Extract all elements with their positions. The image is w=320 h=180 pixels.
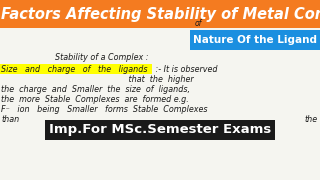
Text: than: than bbox=[1, 116, 19, 125]
FancyBboxPatch shape bbox=[190, 30, 320, 50]
FancyBboxPatch shape bbox=[0, 64, 152, 74]
Text: the: the bbox=[305, 116, 318, 125]
Text: that  the  higher: that the higher bbox=[1, 75, 194, 84]
Text: of: of bbox=[195, 19, 202, 28]
Text: Imp.For MSc.Semester Exams: Imp.For MSc.Semester Exams bbox=[49, 123, 271, 136]
Text: Size   and   charge   of   the   ligands: Size and charge of the ligands bbox=[1, 64, 148, 73]
Text: Stability of a Complex :: Stability of a Complex : bbox=[55, 53, 148, 62]
Text: Nature Of the Ligand: Nature Of the Ligand bbox=[193, 35, 317, 45]
FancyBboxPatch shape bbox=[0, 0, 320, 28]
Text: F⁻   ion   being   Smaller   forms  Stable  Complexes: F⁻ ion being Smaller forms Stable Comple… bbox=[1, 105, 207, 114]
Text: the  more  Stable  Complexes  are  formed e.g.: the more Stable Complexes are formed e.g… bbox=[1, 96, 189, 105]
Text: Factors Affecting Stability of Metal Comple: Factors Affecting Stability of Metal Com… bbox=[1, 6, 320, 21]
Text: the  charge  and  Smaller  the  size  of  ligands,: the charge and Smaller the size of ligan… bbox=[1, 86, 190, 94]
Text: :- It is observed: :- It is observed bbox=[153, 64, 218, 73]
FancyBboxPatch shape bbox=[45, 120, 275, 140]
